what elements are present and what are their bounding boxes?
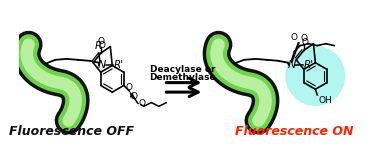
Circle shape <box>286 47 345 105</box>
Text: O: O <box>130 92 137 101</box>
Text: OH: OH <box>318 96 332 105</box>
Text: R: R <box>94 41 102 51</box>
Text: N: N <box>287 60 296 70</box>
Text: O: O <box>99 41 105 50</box>
Text: O: O <box>302 38 309 47</box>
Text: O: O <box>139 99 146 108</box>
Text: Fluorescence ON: Fluorescence ON <box>235 125 354 138</box>
Text: O: O <box>126 83 133 92</box>
Text: O: O <box>97 37 104 46</box>
Text: O: O <box>301 34 307 43</box>
Text: O: O <box>290 33 297 42</box>
Text: Fluorescence OFF: Fluorescence OFF <box>9 125 134 138</box>
Text: Demethylase: Demethylase <box>149 73 216 82</box>
Text: R': R' <box>114 60 124 70</box>
Text: Deacylase or: Deacylase or <box>150 65 215 74</box>
Text: N: N <box>98 60 106 70</box>
Text: R': R' <box>304 60 314 70</box>
